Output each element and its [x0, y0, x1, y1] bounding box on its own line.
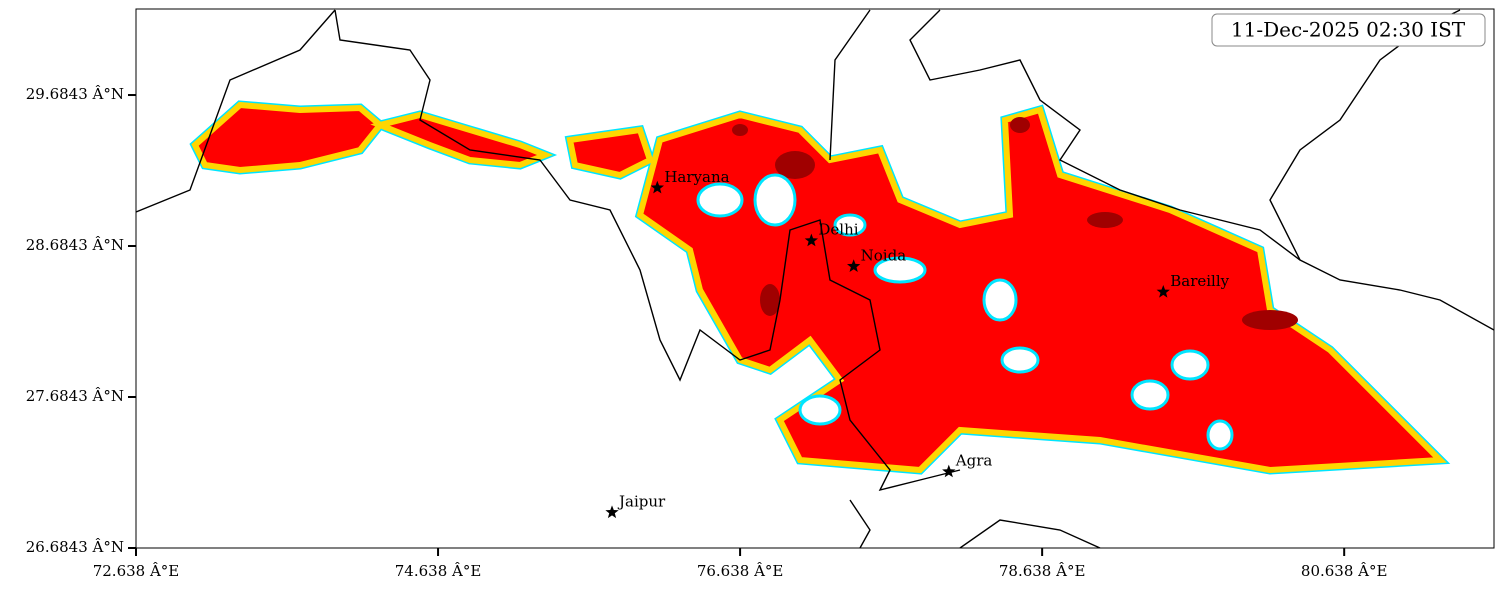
city-marker [1156, 285, 1170, 298]
timestamp: 11-Dec-2025 02:30 IST [1231, 18, 1466, 42]
city-marker [605, 505, 619, 519]
contour-hole [696, 173, 1234, 451]
city-marker [650, 180, 664, 194]
city-marker [804, 233, 818, 247]
city-label: Haryana [664, 168, 729, 186]
city-label: Delhi [818, 221, 858, 239]
city-label: Bareilly [1170, 272, 1229, 290]
x-tick-label: 80.638 Â°E [1301, 562, 1388, 580]
city-label: Jaipur [617, 492, 666, 510]
y-tick-label: 26.6843 Â°N [26, 538, 124, 556]
x-tick-label: 74.638 Â°E [395, 562, 482, 580]
city-marker [942, 464, 956, 478]
frame [135, 8, 1495, 549]
timestamp-box [1211, 13, 1486, 47]
city-label: Noida [861, 246, 907, 264]
x-tick-label: 76.638 Â°E [697, 562, 784, 580]
precip-field [136, 9, 1494, 548]
contour-peak [732, 117, 1298, 330]
y-tick-label: 28.6843 Â°N [26, 236, 124, 254]
city-marker [847, 259, 861, 272]
y-tick-label: 27.6843 Â°N [26, 387, 124, 405]
x-tick-label: 78.638 Â°E [999, 562, 1086, 580]
x-tick-label: 72.638 Â°E [93, 562, 180, 580]
city-label: Agra [955, 452, 993, 470]
y-tick-label: 29.6843 Â°N [26, 85, 124, 103]
